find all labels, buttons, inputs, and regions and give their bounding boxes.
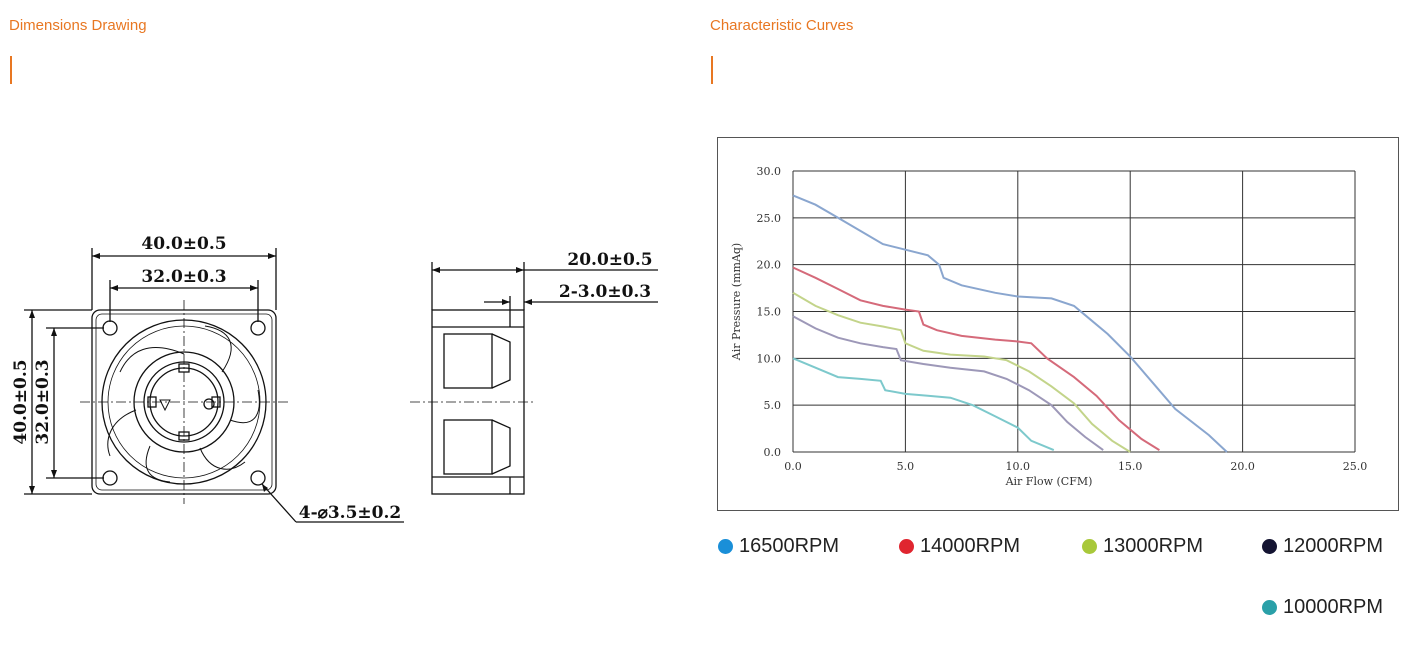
y-tick-label: 30.0 [757, 165, 782, 178]
mount-hole [250, 320, 266, 336]
curves-title: Characteristic Curves [710, 17, 854, 34]
x-tick-label: 25.0 [1343, 460, 1368, 473]
y-axis-label: Air Pressure (mmAq) [730, 243, 743, 361]
legend-dot-icon [1262, 600, 1277, 615]
legend-item-10000: 10000RPM [1262, 596, 1383, 619]
legend-item-12000: 12000RPM [1262, 535, 1383, 558]
dim-width-hole: 32.0±0.3 [141, 267, 226, 287]
series-line-12000rpm [792, 315, 1104, 451]
series-line-14000rpm [792, 266, 1160, 451]
legend-label: 10000RPM [1283, 596, 1384, 618]
dimensions-drawing: 40.0±0.5 32.0±0.3 40.0±0.5 32.0±0.3 20.0… [11, 234, 658, 523]
x-axis-label: Air Flow (CFM) [1005, 475, 1093, 488]
legend-label: 12000RPM [1283, 535, 1384, 557]
legend-dot-icon [718, 539, 733, 554]
legend-dot-icon [1262, 539, 1277, 554]
x-tick-label: 20.0 [1230, 460, 1255, 473]
y-tick-label: 20.0 [757, 259, 782, 272]
dim-depth: 20.0±0.5 [567, 250, 652, 270]
y-tick-label: 15.0 [757, 306, 782, 319]
y-tick-label: 5.0 [764, 399, 782, 412]
dimensions-title-bar [10, 56, 12, 84]
mount-hole [102, 470, 118, 486]
series-line-10000rpm [792, 357, 1055, 452]
legend-dot-icon [1082, 539, 1097, 554]
dim-height-outer: 40.0±0.5 [11, 359, 31, 444]
legend-item-16500: 16500RPM [718, 535, 839, 558]
mount-hole [102, 320, 118, 336]
y-tick-label: 0.0 [764, 446, 782, 459]
legend-label: 14000RPM [920, 535, 1021, 557]
chart-frame: 0.0 5.0 10.0 15.0 20.0 25.0 0.0 5.0 10.0 15.0 20.0… [717, 137, 1399, 511]
legend-item-14000: 14000RPM [899, 535, 1020, 558]
dim-flange: 2-3.0±0.3 [559, 282, 651, 302]
characteristic-curves-chart: 0.0 5.0 10.0 15.0 20.0 25.0 0.0 5.0 10.0 15.0 20.0… [730, 165, 1368, 488]
x-tick-label: 15.0 [1118, 460, 1143, 473]
dimensions-title: Dimensions Drawing [9, 17, 147, 34]
legend-dot-icon [899, 539, 914, 554]
mount-hole [250, 470, 266, 486]
legend-label: 16500RPM [739, 535, 840, 557]
x-tick-label: 0.0 [784, 460, 802, 473]
dim-height-hole: 32.0±0.3 [33, 359, 53, 444]
dim-holes: 4-⌀3.5±0.2 [299, 503, 402, 523]
y-tick-label: 10.0 [757, 352, 782, 365]
x-tick-label: 5.0 [897, 460, 915, 473]
x-tick-label: 10.0 [1006, 460, 1031, 473]
y-tick-label: 25.0 [757, 212, 782, 225]
curves-title-bar [711, 56, 713, 84]
series-line-16500rpm [792, 194, 1228, 453]
dim-width-outer: 40.0±0.5 [141, 234, 226, 254]
legend-item-13000: 13000RPM [1082, 535, 1203, 558]
series-line-13000rpm [792, 291, 1131, 453]
legend-label: 13000RPM [1103, 535, 1204, 557]
